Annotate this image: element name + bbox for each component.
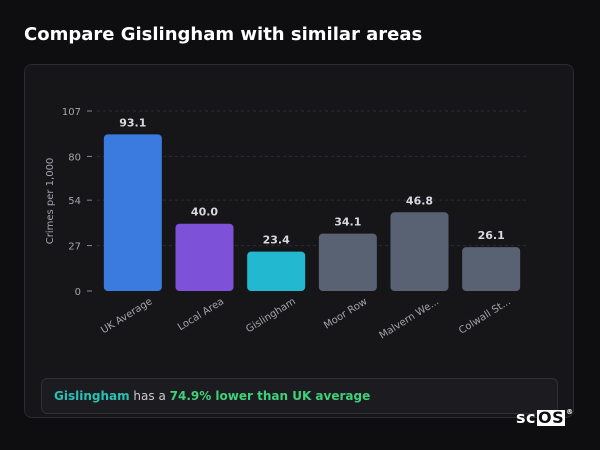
bar-value-label: 40.0 xyxy=(191,206,218,219)
x-tick-label: Malvern We... xyxy=(378,296,442,341)
summary-area-name: Gislingham xyxy=(54,389,130,403)
bar-value-label: 34.1 xyxy=(334,216,361,229)
chart-card: 0 27 54 80 107 Crimes per 1,000 93.1 UK Average… xyxy=(24,64,574,418)
bar-value-label: 23.4 xyxy=(263,234,290,247)
y-tick-label: 107 xyxy=(62,107,81,118)
bar xyxy=(247,251,306,291)
y-axis-label: Crimes per 1,000 xyxy=(45,158,56,245)
comparison-summary: Gislingham has a 74.9% lower than UK ave… xyxy=(41,378,558,414)
bar xyxy=(103,134,162,291)
x-tick-label: UK Average xyxy=(99,296,154,336)
logo-registered-mark: ® xyxy=(566,408,574,416)
summary-comparison: 74.9% lower than UK average xyxy=(169,389,371,403)
x-tick-label: Moor Row xyxy=(322,296,369,331)
x-tick-label: Colwall St... xyxy=(457,296,513,336)
page-title: Compare Gislingham with similar areas xyxy=(24,24,423,45)
bar xyxy=(175,223,234,291)
bar-value-label: 46.8 xyxy=(406,194,433,207)
x-tick-label: Local Area xyxy=(176,296,226,333)
bar-chart: 0 27 54 80 107 Crimes per 1,000 93.1 UK Average… xyxy=(45,107,527,342)
bar xyxy=(462,247,521,291)
x-tick-label: Gislingham xyxy=(244,296,297,335)
bar-value-label: 93.1 xyxy=(119,116,146,129)
y-tick-label: 80 xyxy=(68,152,81,163)
y-tick-label: 54 xyxy=(68,196,81,207)
logo-box: OS xyxy=(537,408,566,427)
bar xyxy=(318,233,377,291)
summary-connector: has a xyxy=(129,389,170,403)
scos-logo: sc OS ® xyxy=(516,408,574,427)
bar-value-label: 26.1 xyxy=(478,229,505,242)
logo-prefix: sc xyxy=(516,408,537,427)
y-tick-label: 27 xyxy=(68,242,81,253)
y-tick-label: 0 xyxy=(75,287,81,298)
bar xyxy=(390,212,449,291)
